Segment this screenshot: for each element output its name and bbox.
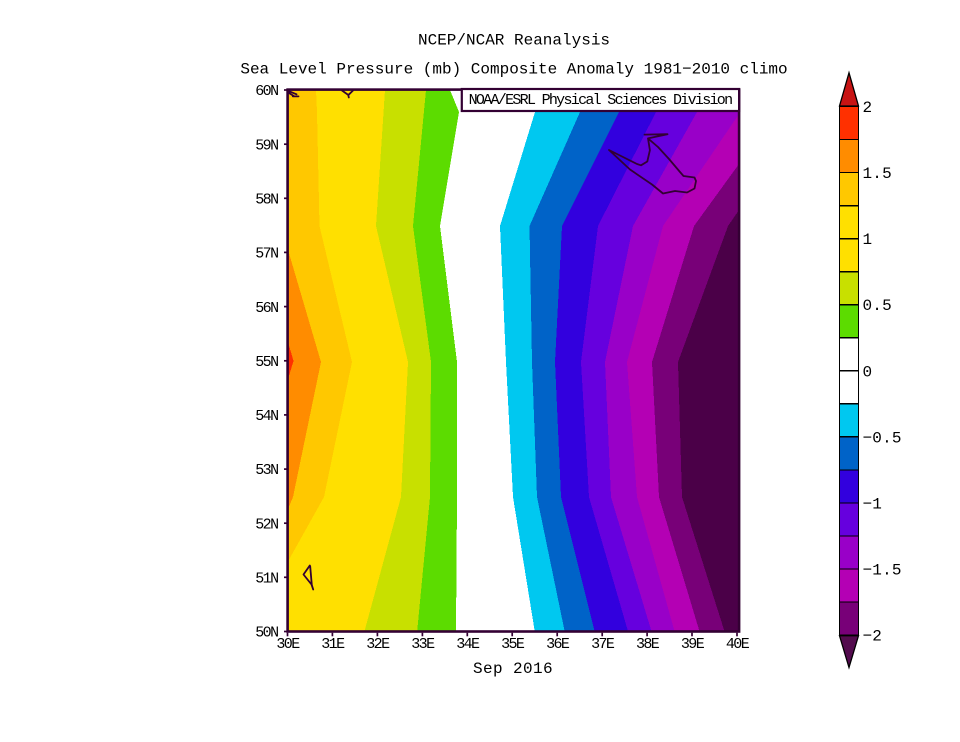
- svg-text:−2: −2: [863, 628, 883, 646]
- svg-text:1.5: 1.5: [863, 165, 892, 183]
- svg-text:30E: 30E: [276, 636, 300, 653]
- svg-text:Sep 2016: Sep 2016: [473, 660, 553, 678]
- svg-text:54N: 54N: [255, 408, 278, 425]
- svg-text:−0.5: −0.5: [863, 429, 902, 447]
- svg-text:36E: 36E: [546, 636, 570, 653]
- svg-text:53N: 53N: [255, 462, 278, 479]
- svg-text:38E: 38E: [636, 636, 660, 653]
- svg-text:1: 1: [863, 231, 873, 249]
- svg-text:Sea Level Pressure (mb) Compos: Sea Level Pressure (mb) Composite Anomal…: [240, 61, 787, 79]
- svg-text:52N: 52N: [255, 516, 278, 533]
- svg-text:35E: 35E: [501, 636, 525, 653]
- svg-text:59N: 59N: [255, 137, 278, 154]
- svg-text:51N: 51N: [255, 571, 278, 588]
- svg-text:56N: 56N: [255, 300, 278, 317]
- svg-text:−1.5: −1.5: [863, 562, 902, 580]
- svg-text:0.5: 0.5: [863, 297, 892, 315]
- svg-text:40E: 40E: [726, 636, 750, 653]
- svg-text:33E: 33E: [411, 636, 435, 653]
- svg-text:57N: 57N: [255, 246, 278, 263]
- svg-text:50N: 50N: [255, 625, 278, 642]
- svg-text:31E: 31E: [321, 636, 345, 653]
- svg-text:58N: 58N: [255, 192, 278, 209]
- svg-text:34E: 34E: [456, 636, 480, 653]
- svg-text:37E: 37E: [591, 636, 615, 653]
- svg-text:0: 0: [863, 363, 873, 381]
- svg-text:55N: 55N: [255, 354, 278, 371]
- svg-text:2: 2: [863, 99, 873, 117]
- svg-text:60N: 60N: [255, 83, 278, 100]
- svg-text:NCEP/NCAR Reanalysis: NCEP/NCAR Reanalysis: [418, 32, 610, 50]
- svg-text:−1: −1: [863, 496, 883, 514]
- svg-text:NOAA/ESRL Physical Sciences Di: NOAA/ESRL Physical Sciences Division: [469, 92, 733, 109]
- svg-text:39E: 39E: [681, 636, 705, 653]
- svg-text:32E: 32E: [366, 636, 390, 653]
